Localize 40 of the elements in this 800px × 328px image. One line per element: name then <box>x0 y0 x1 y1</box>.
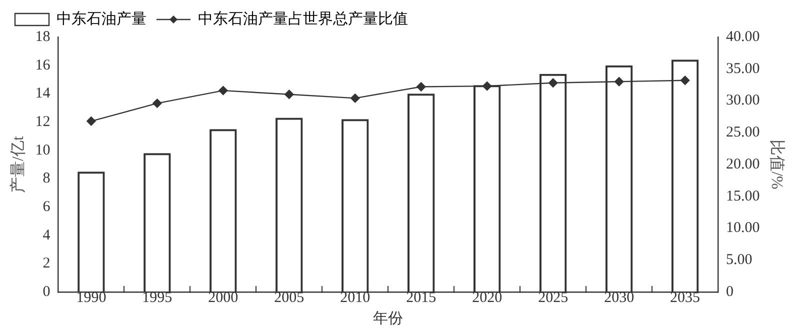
x-tick-label: 1995 <box>142 290 172 306</box>
y2-tick-label: 40.00 <box>726 28 760 45</box>
y-tick-label: 16 <box>35 57 51 74</box>
y-tick-label: 8 <box>42 170 50 187</box>
x-axis-title: 年份 <box>373 310 404 327</box>
point <box>614 77 624 86</box>
y2-tick-label: 5.00 <box>726 252 752 268</box>
point <box>284 90 294 99</box>
y2-tick-label: 10.00 <box>726 220 760 236</box>
y2-tick-label: 15.00 <box>726 188 760 204</box>
y2-axis-title: 比值/% <box>768 140 786 190</box>
x-tick-label: 2000 <box>208 290 238 306</box>
x-tick-label: 2020 <box>472 290 502 306</box>
point <box>218 86 228 96</box>
y-tick-label: 4 <box>42 227 51 244</box>
point <box>482 81 492 91</box>
point <box>350 94 360 103</box>
y-tick-label: 0 <box>42 284 50 300</box>
x-tick-label: 2010 <box>340 290 370 306</box>
y2-tick-label: 20.00 <box>726 156 760 172</box>
y-tick-label: 18 <box>35 28 50 45</box>
point <box>152 98 162 108</box>
point <box>548 78 558 88</box>
y-tick-label: 10 <box>35 142 50 158</box>
y-tick-label: 2 <box>42 256 50 272</box>
y-axis-title: 产量/亿t <box>8 136 27 193</box>
legend-label: 中东石油产量占世界总产量比值 <box>198 10 408 28</box>
y-tick-label: 6 <box>42 198 51 215</box>
y-tick-label: 12 <box>35 114 50 130</box>
legend-label: 中东石油产量 <box>56 10 146 28</box>
x-tick-label: 2030 <box>604 290 634 306</box>
y2-tick-label: 25.00 <box>726 124 760 141</box>
point <box>416 82 426 92</box>
y-tick-label: 14 <box>35 86 51 102</box>
y2-tick-label: 35.00 <box>726 60 760 77</box>
y2-tick-label: 0 <box>726 284 734 300</box>
point <box>680 76 690 85</box>
point <box>86 116 96 126</box>
x-tick-label: 1990 <box>76 290 106 306</box>
y2-tick-label: 30.00 <box>726 92 760 109</box>
